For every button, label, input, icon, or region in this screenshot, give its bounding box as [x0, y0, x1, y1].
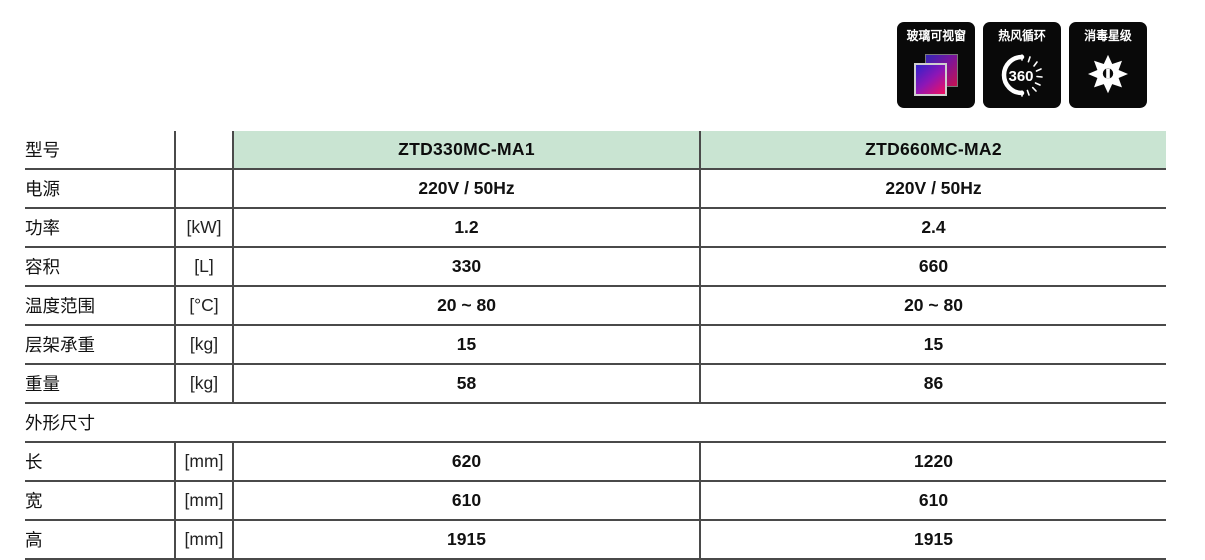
row-value-1: 610 — [232, 481, 700, 521]
specification-table: 型号 ZTD330MC-MA1 ZTD660MC-MA2 电源 220V / 5… — [25, 131, 1166, 560]
row-value-1: 220V / 50Hz — [232, 169, 700, 209]
section-label: 外形尺寸 — [25, 403, 1166, 443]
badge-glass-window: 玻璃可视窗 — [897, 22, 975, 108]
row-value-1: 15 — [232, 325, 700, 365]
row-label: 温度范围 — [25, 286, 175, 326]
360-icon-text: 360 — [1008, 68, 1033, 85]
model-header-1: ZTD330MC-MA1 — [232, 131, 700, 170]
row-value-1: 620 — [232, 442, 700, 482]
badge-glass-window-label: 玻璃可视窗 — [906, 29, 966, 43]
row-value-1: 1915 — [232, 520, 700, 560]
badge-hot-air-circulation-label: 热风循环 — [998, 29, 1046, 43]
row-value-2: 610 — [699, 481, 1166, 521]
table-row: 电源 220V / 50Hz 220V / 50Hz — [25, 169, 1166, 209]
row-unit: [mm] — [174, 442, 233, 482]
table-row: 功率 [kW] 1.2 2.4 — [25, 208, 1166, 248]
table-row: 层架承重 [kg] 15 15 — [25, 325, 1166, 365]
row-value-2: 660 — [699, 247, 1166, 287]
row-label: 电源 — [25, 169, 175, 209]
360-circulation-icon: 360 — [983, 43, 1061, 109]
row-value-1: 1.2 — [232, 208, 700, 248]
badge-disinfection-star-label: 消毒星级 — [1084, 29, 1132, 43]
row-unit: [L] — [174, 247, 233, 287]
row-value-2: 15 — [699, 325, 1166, 365]
table-row: 长 [mm] 620 1220 — [25, 442, 1166, 482]
table-section-row: 外形尺寸 — [25, 403, 1166, 443]
table-row: 宽 [mm] 610 610 — [25, 481, 1166, 521]
row-value-2: 2.4 — [699, 208, 1166, 248]
row-value-1: 20 ~ 80 — [232, 286, 700, 326]
row-label: 层架承重 — [25, 325, 175, 365]
row-value-2: 1220 — [699, 442, 1166, 482]
header-label: 型号 — [25, 131, 175, 170]
row-label: 高 — [25, 520, 175, 560]
glass-window-icon — [897, 43, 975, 109]
row-label: 功率 — [25, 208, 175, 248]
table-row: 重量 [kg] 58 86 — [25, 364, 1166, 404]
row-label: 容积 — [25, 247, 175, 287]
table-header-row: 型号 ZTD330MC-MA1 ZTD660MC-MA2 — [25, 131, 1166, 170]
row-unit: [mm] — [174, 481, 233, 521]
table-row: 温度范围 [°C] 20 ~ 80 20 ~ 80 — [25, 286, 1166, 326]
row-value-2: 1915 — [699, 520, 1166, 560]
badge-disinfection-star: 消毒星级 — [1069, 22, 1147, 108]
model-header-2: ZTD660MC-MA2 — [699, 131, 1166, 170]
row-value-1: 58 — [232, 364, 700, 404]
badge-hot-air-circulation: 热风循环 360 — [983, 22, 1061, 108]
row-unit: [kW] — [174, 208, 233, 248]
table-row: 高 [mm] 1915 1915 — [25, 520, 1166, 560]
row-unit: [kg] — [174, 364, 233, 404]
row-value-2: 220V / 50Hz — [699, 169, 1166, 209]
row-label: 长 — [25, 442, 175, 482]
row-label: 重量 — [25, 364, 175, 404]
row-unit: [mm] — [174, 520, 233, 560]
row-unit — [174, 169, 233, 209]
feature-badge-strip: 玻璃可视窗 热风循环 — [897, 22, 1147, 108]
row-unit: [°C] — [174, 286, 233, 326]
row-unit: [kg] — [174, 325, 233, 365]
row-label: 宽 — [25, 481, 175, 521]
disinfection-star-icon — [1069, 43, 1147, 109]
header-unit — [174, 131, 233, 170]
table-row: 容积 [L] 330 660 — [25, 247, 1166, 287]
row-value-2: 86 — [699, 364, 1166, 404]
row-value-1: 330 — [232, 247, 700, 287]
row-value-2: 20 ~ 80 — [699, 286, 1166, 326]
